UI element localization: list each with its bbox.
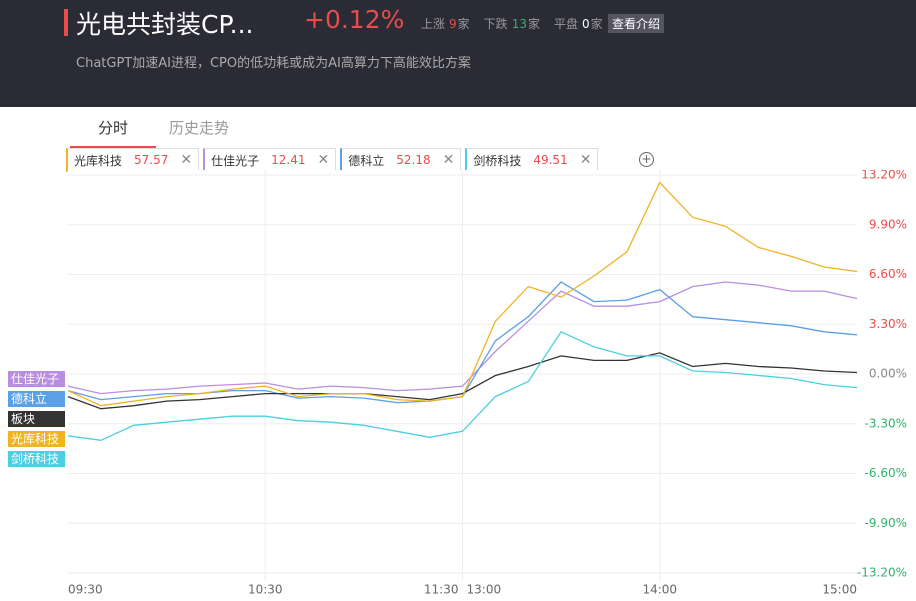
change: +0.12% <box>304 5 405 34</box>
series-label: 剑桥科技 <box>8 451 65 467</box>
series-line <box>67 352 858 410</box>
series-line <box>67 330 858 441</box>
stock-price: 12.41 <box>271 153 306 167</box>
series-line <box>67 281 858 395</box>
header: 光电共封装CP... +0.12% 上涨 9家 下跌 13家 平盘 0家 查看介绍 Cha… <box>0 0 916 107</box>
tab[interactable]: 分时 <box>70 117 156 148</box>
chart: 13.20% 9.90% 6.60% 3.30% 0.00% -3.30% -6.60% -9… <box>67 170 907 597</box>
stock-tab[interactable]: 剑桥科技 49.51 ✕ <box>465 148 599 172</box>
y-tick-label: -13.20% <box>857 566 907 580</box>
stat-unit: 家 <box>527 17 540 31</box>
add-button[interactable]: + <box>639 152 654 167</box>
stats: 上涨 9家 下跌 13家 平盘 0家 <box>421 15 603 32</box>
stat-label: 平盘 <box>553 17 578 31</box>
y-tick-label: 13.20% <box>861 170 907 182</box>
x-tick-label: 09:30 <box>68 583 103 597</box>
stock-name: 德科立 <box>348 153 385 168</box>
stat-count: 9 <box>449 17 457 31</box>
stock-name: 光库科技 <box>74 153 123 168</box>
y-tick-label: 9.90% <box>869 217 907 231</box>
y-tick-label: 6.60% <box>869 267 907 281</box>
close[interactable]: ✕ <box>317 152 330 168</box>
stock-price: 52.18 <box>396 153 431 167</box>
title: 光电共封装CP... <box>76 10 254 39</box>
close[interactable]: ✕ <box>180 152 193 168</box>
x-tick-label: 11:30 <box>424 583 459 597</box>
y-tick-label: 3.30% <box>869 317 907 331</box>
intro-button[interactable]: 查看介绍 <box>608 14 665 33</box>
stat-count: 0 <box>582 17 590 31</box>
y-tick-label: 0.00% <box>869 367 907 381</box>
series-line <box>67 181 858 407</box>
series-label: 光库科技 <box>8 431 65 447</box>
x-tick-label: 13:00 <box>467 583 502 597</box>
series-label: 仕佳光子 <box>8 371 65 387</box>
y-tick-label: -6.60% <box>865 466 907 480</box>
accent-bar <box>64 9 68 36</box>
tab[interactable]: 历史走势 <box>168 119 229 137</box>
stat: 上涨 9家 <box>421 15 470 32</box>
stat-unit: 家 <box>590 17 603 31</box>
x-tick-label: 14:00 <box>642 583 677 597</box>
close[interactable]: ✕ <box>579 152 592 168</box>
stock-tab[interactable]: 仕佳光子 12.41 ✕ <box>203 148 337 172</box>
stat-unit: 家 <box>457 17 470 31</box>
stock-price: 57.57 <box>134 153 169 167</box>
stock-tab[interactable]: 德科立 52.18 ✕ <box>340 148 462 172</box>
stat-count: 13 <box>511 17 527 31</box>
stock-name: 剑桥科技 <box>473 153 522 168</box>
stat: 平盘 0家 <box>554 15 603 32</box>
x-tick-label: 10:30 <box>248 583 283 597</box>
subtitle: ChatGPT加速AI进程，CPO的低功耗或成为AI高算力下高能效比方案 <box>76 56 471 71</box>
stat: 下跌 13家 <box>484 15 540 32</box>
stat-label: 下跌 <box>483 17 508 31</box>
y-tick-label: -9.90% <box>865 516 907 530</box>
stock-name: 仕佳光子 <box>211 153 260 168</box>
series-label: 德科立 <box>8 391 65 407</box>
stock-tabs: 光库科技 57.57 ✕ 仕佳光子 12.41 ✕ 德科立 52.18 ✕ 剑桥科技 49.51 ✕ <box>66 148 599 172</box>
x-tick-label: 15:00 <box>822 583 857 597</box>
stock-tab[interactable]: 光库科技 57.57 ✕ <box>66 148 200 172</box>
stat-label: 上涨 <box>421 17 446 31</box>
series-label: 板块 <box>8 411 65 427</box>
close[interactable]: ✕ <box>442 152 455 168</box>
tabs: 分时 历史走势 <box>70 117 242 148</box>
stock-price: 49.51 <box>533 153 568 167</box>
y-tick-label: -3.30% <box>865 416 907 430</box>
